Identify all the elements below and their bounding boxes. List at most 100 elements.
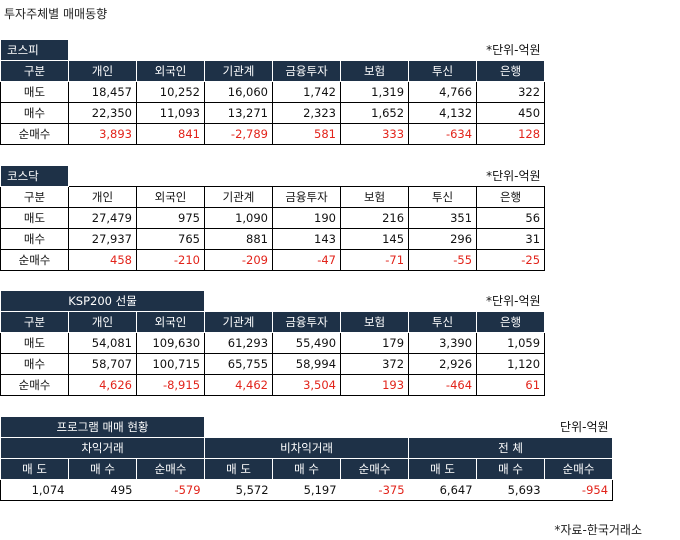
col-header: 은행 bbox=[476, 311, 546, 333]
row-label: 매도 bbox=[0, 207, 69, 229]
table-cell: 3,504 bbox=[272, 374, 342, 396]
table-cell: 128 bbox=[476, 123, 546, 145]
program-unit: 단위-억원 bbox=[560, 420, 609, 435]
table-cell: -634 bbox=[408, 123, 478, 145]
table-row: 매수 22,350 11,093 13,271 2,323 1,652 4,13… bbox=[0, 102, 546, 124]
table-cell: 351 bbox=[408, 207, 478, 229]
group-header-non-arbitrage: 비차익거래 bbox=[204, 437, 410, 459]
col-header: 구분 bbox=[0, 311, 69, 333]
table-cell: 4,626 bbox=[68, 374, 137, 396]
col-header: 순매수 bbox=[544, 458, 614, 480]
col-header: 투신 bbox=[408, 311, 478, 333]
net-buy-row: 순매수 4,626 -8,915 4,462 3,504 193 -464 61 bbox=[0, 374, 546, 396]
table-cell: 1,652 bbox=[339, 102, 410, 124]
table-cell: 27,937 bbox=[68, 228, 137, 250]
col-header: 보험 bbox=[339, 186, 410, 208]
table-cell: 65,755 bbox=[204, 353, 274, 375]
col-header: 순매수 bbox=[135, 458, 206, 480]
group-header-total: 전 체 bbox=[408, 437, 614, 459]
col-header: 개인 bbox=[68, 60, 137, 82]
col-header: 금융투자 bbox=[272, 311, 342, 333]
table-cell: 61,293 bbox=[204, 332, 274, 354]
table-cell: 581 bbox=[272, 123, 341, 145]
table-cell: 450 bbox=[476, 102, 546, 124]
table-cell: -210 bbox=[136, 249, 205, 271]
table-cell: 1,742 bbox=[272, 81, 341, 103]
kospi-title: 코스피 bbox=[0, 39, 69, 61]
table-row: 매도 18,457 10,252 16,060 1,742 1,319 4,76… bbox=[0, 81, 546, 103]
col-header: 순매수 bbox=[340, 458, 410, 480]
row-label: 매도 bbox=[0, 81, 69, 103]
col-header: 개인 bbox=[68, 186, 137, 208]
program-subheader-row: 매 도 매 수 순매수 매 도 매 수 순매수 매 도 매 수 순매수 bbox=[0, 458, 614, 480]
table-cell: 495 bbox=[68, 479, 137, 501]
table-cell: 5,572 bbox=[204, 479, 273, 501]
col-header: 개인 bbox=[68, 311, 137, 333]
col-header: 외국인 bbox=[136, 186, 205, 208]
table-cell: 1,319 bbox=[339, 81, 410, 103]
kospi-header-row: 구분 개인 외국인 기관계 금융투자 보험 투신 은행 bbox=[0, 60, 546, 82]
table-cell: 1,090 bbox=[204, 207, 273, 229]
row-label: 매수 bbox=[0, 102, 69, 124]
table-cell: 190 bbox=[272, 207, 341, 229]
table-cell: -954 bbox=[544, 479, 614, 501]
table-cell: -464 bbox=[408, 374, 478, 396]
table-cell: 61 bbox=[476, 374, 546, 396]
table-cell: -2,789 bbox=[204, 123, 273, 145]
table-cell: 54,081 bbox=[68, 332, 137, 354]
col-header: 매 수 bbox=[68, 458, 137, 480]
table-cell: -71 bbox=[339, 249, 410, 271]
ksp200-title: KSP200 선물 bbox=[0, 290, 206, 312]
table-cell: 1,120 bbox=[476, 353, 546, 375]
ksp200-futures-table: KSP200 선물 *단위-억원 구분 개인 외국인 기관계 금융투자 보험 투… bbox=[0, 290, 546, 396]
kospi-table: 코스피 *단위-억원 구분 개인 외국인 기관계 금융투자 보험 투신 은행 매… bbox=[0, 39, 546, 145]
col-header: 금융투자 bbox=[272, 60, 341, 82]
table-cell: -8,915 bbox=[135, 374, 206, 396]
table-cell: 296 bbox=[408, 228, 478, 250]
group-header-arbitrage: 차익거래 bbox=[0, 437, 206, 459]
table-cell: 100,715 bbox=[135, 353, 206, 375]
row-label: 매도 bbox=[0, 332, 69, 354]
col-header: 매 도 bbox=[408, 458, 478, 480]
kospi-unit: *단위-억원 bbox=[486, 43, 541, 58]
table-cell: -375 bbox=[340, 479, 409, 501]
table-row: 매수 27,937 765 881 143 145 296 31 bbox=[0, 228, 546, 250]
table-cell: 143 bbox=[272, 228, 341, 250]
col-header: 은행 bbox=[476, 60, 546, 82]
table-cell: 16,060 bbox=[204, 81, 273, 103]
col-header: 매 수 bbox=[272, 458, 342, 480]
table-cell: 5,197 bbox=[272, 479, 341, 501]
row-label: 매수 bbox=[0, 353, 69, 375]
col-header: 기관계 bbox=[204, 311, 274, 333]
table-row: 매도 27,479 975 1,090 190 216 351 56 bbox=[0, 207, 546, 229]
row-label: 순매수 bbox=[0, 374, 69, 396]
table-cell: -209 bbox=[204, 249, 273, 271]
program-trading-table: 프로그램 매매 현황 단위-억원 차익거래 비차익거래 전 체 매 도 매 수 … bbox=[0, 416, 614, 501]
table-row: 1,074 495 -579 5,572 5,197 -375 6,647 5,… bbox=[0, 479, 614, 501]
kosdaq-title: 코스닥 bbox=[0, 165, 69, 187]
table-cell: 18,457 bbox=[68, 81, 137, 103]
net-buy-row: 순매수 458 -210 -209 -47 -71 -55 -25 bbox=[0, 249, 546, 271]
col-header: 기관계 bbox=[204, 60, 273, 82]
table-cell: 109,630 bbox=[135, 332, 206, 354]
table-cell: 58,707 bbox=[68, 353, 137, 375]
table-cell: 4,766 bbox=[408, 81, 478, 103]
col-header: 매 수 bbox=[476, 458, 546, 480]
table-cell: 765 bbox=[136, 228, 205, 250]
table-cell: 4,132 bbox=[408, 102, 478, 124]
table-row: 매수 58,707 100,715 65,755 58,994 372 2,92… bbox=[0, 353, 546, 375]
col-header: 외국인 bbox=[136, 60, 205, 82]
table-cell: 6,647 bbox=[408, 479, 477, 501]
col-header: 투신 bbox=[408, 60, 478, 82]
col-header: 구분 bbox=[0, 60, 69, 82]
table-cell: 1,059 bbox=[476, 332, 546, 354]
table-cell: 31 bbox=[476, 228, 546, 250]
col-header: 투신 bbox=[408, 186, 478, 208]
kosdaq-table: 코스닥 *단위-억원 구분 개인 외국인 기관계 금융투자 보험 투신 은행 매… bbox=[0, 165, 546, 271]
table-cell: 27,479 bbox=[68, 207, 137, 229]
table-cell: 3,893 bbox=[68, 123, 137, 145]
table-cell: 841 bbox=[136, 123, 205, 145]
col-header: 외국인 bbox=[135, 311, 206, 333]
table-cell: 322 bbox=[476, 81, 546, 103]
table-cell: 11,093 bbox=[136, 102, 205, 124]
